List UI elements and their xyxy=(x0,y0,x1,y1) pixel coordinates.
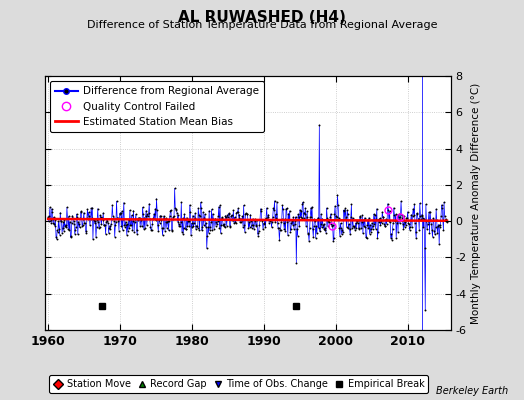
Y-axis label: Monthly Temperature Anomaly Difference (°C): Monthly Temperature Anomaly Difference (… xyxy=(471,82,481,324)
Text: Berkeley Earth: Berkeley Earth xyxy=(436,386,508,396)
Text: Difference of Station Temperature Data from Regional Average: Difference of Station Temperature Data f… xyxy=(87,20,437,30)
Legend: Station Move, Record Gap, Time of Obs. Change, Empirical Break: Station Move, Record Gap, Time of Obs. C… xyxy=(49,375,429,393)
Legend: Difference from Regional Average, Quality Control Failed, Estimated Station Mean: Difference from Regional Average, Qualit… xyxy=(50,81,264,132)
Text: AL RUWASHED (H4): AL RUWASHED (H4) xyxy=(178,10,346,25)
